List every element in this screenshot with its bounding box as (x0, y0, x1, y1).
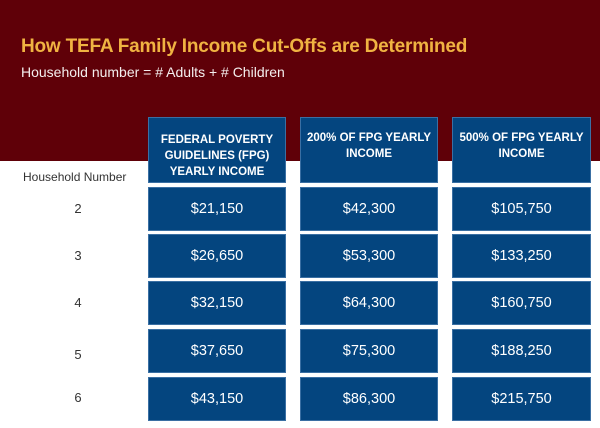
column-header-fpg: FEDERAL POVERTY GUIDELINES (FPG) YEARLY … (148, 117, 286, 183)
row-label-household-3: 3 (74, 248, 82, 263)
table-cell: $21,150 (148, 187, 286, 231)
table-cell: $26,650 (148, 234, 286, 278)
table-cell: $75,300 (300, 329, 438, 373)
column-header-500-fpg: 500% OF FPG YEARLY INCOME (452, 117, 591, 183)
table-cell: $37,650 (148, 329, 286, 373)
household-number-label: Household Number (23, 170, 127, 184)
column-header-200-fpg: 200% OF FPG YEARLY INCOME (300, 117, 438, 183)
row-label-household-5: 5 (74, 347, 82, 362)
page-title: How TEFA Family Income Cut-Offs are Dete… (21, 36, 468, 57)
table-cell: $105,750 (452, 187, 591, 231)
table-cell: $32,150 (148, 281, 286, 325)
table-cell: $188,250 (452, 329, 591, 373)
table-cell: $86,300 (300, 377, 438, 421)
row-label-household-4: 4 (74, 295, 82, 310)
table-cell: $53,300 (300, 234, 438, 278)
table-cell: $160,750 (452, 281, 591, 325)
row-label-household-2: 2 (74, 201, 82, 216)
table-cell: $43,150 (148, 377, 286, 421)
table-cell: $215,750 (452, 377, 591, 421)
page-subtitle: Household number = # Adults + # Children (21, 64, 285, 80)
table-cell: $42,300 (300, 187, 438, 231)
table-cell: $133,250 (452, 234, 591, 278)
table-cell: $64,300 (300, 281, 438, 325)
row-label-household-6: 6 (74, 390, 82, 405)
